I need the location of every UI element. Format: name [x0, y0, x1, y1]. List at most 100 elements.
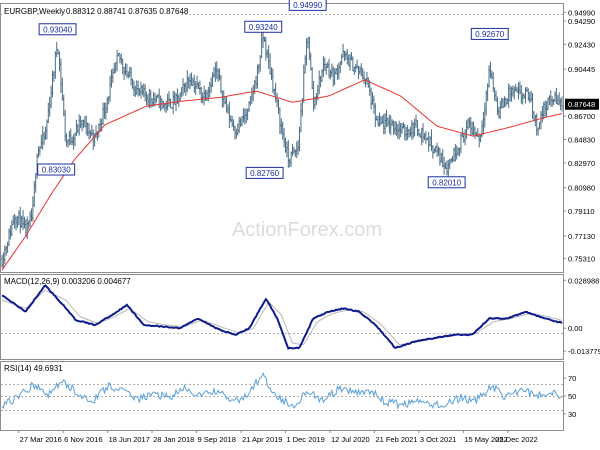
- price-bar: [353, 66, 356, 76]
- price-bar: [493, 87, 496, 101]
- price-bar: [329, 69, 332, 80]
- x-tick-label: 3 Oct 2021: [420, 435, 457, 444]
- price-tick-label: 0.86700: [568, 112, 595, 121]
- watermark: ActionForex.com: [232, 219, 382, 241]
- price-bar: [68, 130, 71, 146]
- price-bar: [85, 115, 88, 135]
- price-bar: [322, 56, 325, 77]
- price-bar: [325, 63, 328, 75]
- price-bar: [290, 151, 293, 167]
- price-bar: [379, 115, 382, 126]
- price-bar: [184, 81, 187, 96]
- price-bar: [144, 84, 147, 102]
- price-bar: [357, 65, 360, 80]
- price-bar: [16, 216, 19, 228]
- price-bar: [551, 96, 554, 108]
- price-bar: [103, 102, 106, 119]
- price-bar: [217, 68, 220, 82]
- rsi-series-layer: [1, 371, 563, 411]
- price-bar: [386, 117, 389, 127]
- price-bar: [52, 71, 55, 82]
- price-bar: [389, 115, 392, 136]
- price-bar: [330, 63, 333, 77]
- price-bar: [424, 130, 427, 145]
- annotation-0.93240: 0.93240: [244, 20, 283, 33]
- price-bar: [75, 119, 78, 137]
- price-series-layer: [1, 31, 563, 269]
- price-bar: [370, 87, 373, 110]
- price-bar: [27, 220, 30, 230]
- price-bar: [146, 94, 149, 107]
- rsi-line: [1, 371, 563, 411]
- price-bar: [490, 70, 493, 80]
- annotation-label: 0.83030: [42, 166, 71, 175]
- price-bar: [354, 64, 357, 73]
- price-bar: [481, 120, 483, 138]
- price-bar: [214, 62, 217, 82]
- price-bar: [62, 94, 65, 117]
- price-bar: [517, 82, 520, 100]
- price-bar: [531, 93, 534, 119]
- price-bar: [10, 220, 13, 237]
- price-bar: [553, 91, 556, 103]
- price-bar: [8, 228, 11, 246]
- price-bar: [236, 123, 239, 136]
- price-bar: [187, 76, 190, 89]
- price-bar: [141, 84, 144, 96]
- price-bar: [123, 66, 126, 81]
- price-bar: [34, 173, 37, 193]
- x-tick-label: 9 Sep 2018: [198, 435, 236, 444]
- price-bar: [224, 95, 227, 105]
- annotation-box: [37, 163, 76, 176]
- price-bar: [561, 96, 563, 112]
- price-bar: [267, 45, 270, 69]
- price-bar: [127, 71, 130, 79]
- price-bar: [464, 129, 467, 146]
- price-bar: [321, 69, 323, 82]
- price-bar: [344, 51, 347, 60]
- price-bar: [528, 91, 531, 104]
- price-bar: [13, 213, 16, 229]
- price-bar: [48, 96, 51, 117]
- price-bar: [319, 75, 322, 88]
- price-bar: [273, 88, 276, 96]
- price-bar: [229, 115, 232, 123]
- price-bar: [12, 215, 15, 226]
- price-bar: [198, 80, 201, 95]
- price-bar: [374, 103, 377, 128]
- price-bar: [422, 123, 425, 143]
- annotation-0.83030: 0.83030: [37, 163, 76, 176]
- annotation-label: 0.93240: [249, 23, 278, 32]
- price-bar: [139, 81, 142, 99]
- price-bar: [113, 62, 116, 74]
- price-bar: [288, 158, 291, 168]
- price-bar: [492, 72, 495, 92]
- price-bar: [54, 51, 57, 79]
- price-bar: [276, 93, 279, 108]
- price-bar: [130, 66, 133, 86]
- price-bar: [472, 121, 475, 136]
- rsi-tick-label: 30: [568, 410, 576, 419]
- price-bar: [102, 102, 105, 125]
- price-bar: [47, 102, 50, 124]
- price-bar: [315, 92, 318, 106]
- price-bar: [89, 130, 92, 139]
- price-bar: [114, 62, 117, 73]
- price-bar: [311, 67, 314, 90]
- price-bar: [116, 49, 119, 71]
- price-bar: [107, 96, 110, 105]
- chart-symbol: EURGBP,Weekly: [4, 7, 65, 16]
- price-tick-label: 0.94290: [568, 17, 595, 26]
- price-bar: [135, 80, 138, 95]
- price-tick-label: 0.79110: [568, 207, 595, 216]
- price-bar: [549, 90, 552, 107]
- annotation-label: 0.93040: [43, 25, 72, 34]
- price-bar: [26, 216, 29, 240]
- price-bar: [535, 113, 538, 136]
- price-bar: [511, 85, 514, 97]
- price-bar: [413, 118, 416, 137]
- price-bar: [19, 206, 22, 234]
- price-bar: [277, 99, 280, 115]
- header-background: [2, 5, 180, 16]
- price-bar: [503, 96, 506, 108]
